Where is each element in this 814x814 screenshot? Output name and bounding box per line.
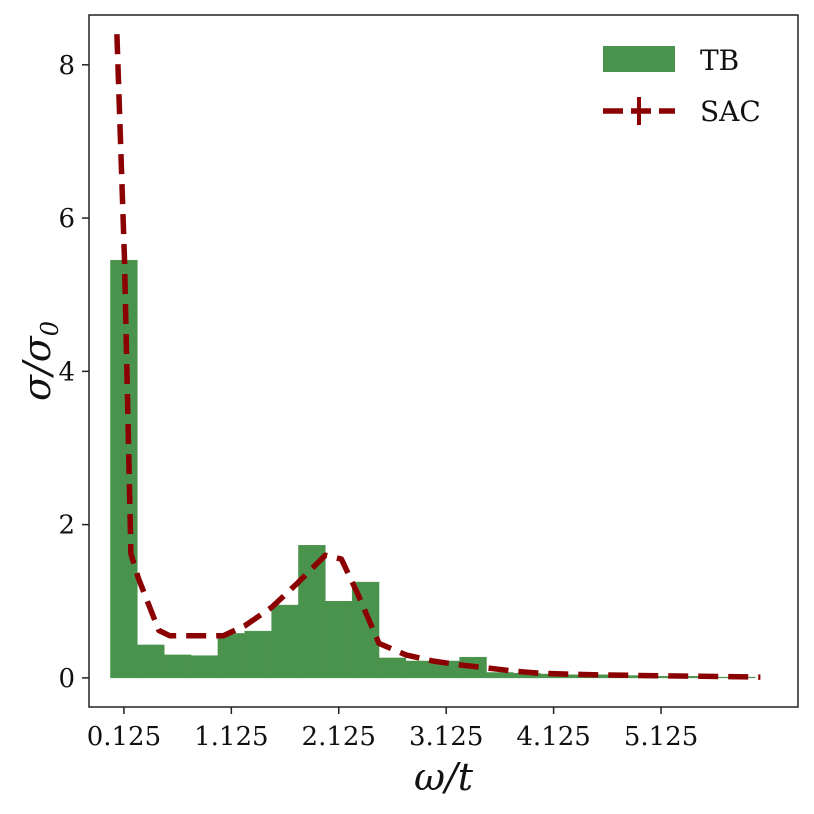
x-tick-label: 4.125: [516, 722, 590, 752]
legend-sac-label: SAC: [700, 95, 761, 128]
y-tick-label: 2: [58, 511, 75, 541]
y-axis-label-main: σ/σ: [15, 335, 59, 401]
tb-bar: [217, 633, 246, 679]
tb-bar: [244, 630, 272, 679]
x-tick-label: 5.125: [624, 722, 698, 752]
tb-bar: [405, 660, 434, 679]
sac-line: [114, 34, 761, 680]
x-tick-label: 1.125: [194, 722, 268, 752]
tb-bars: [110, 259, 756, 679]
tb-bar: [137, 644, 165, 679]
x-axis-ticks: 0.125 1.125 2.125 3.125 4.125 5.125: [87, 707, 698, 752]
x-tick-label: 0.125: [87, 722, 161, 752]
y-tick-label: 6: [58, 204, 75, 234]
x-axis-label: ω/t: [414, 755, 474, 799]
y-axis-ticks: 0 2 4 6 8: [58, 51, 89, 694]
x-tick-label: 3.125: [409, 722, 483, 752]
y-axis-label: σ/σ0: [15, 321, 64, 401]
y-axis-label-subscript: 0: [36, 321, 64, 336]
tb-bar: [163, 654, 192, 679]
sac-line-group: [114, 34, 761, 680]
tb-bar: [325, 600, 353, 679]
tb-bar: [271, 604, 299, 679]
plot-frame: [88, 14, 799, 708]
legend: TB SAC: [603, 44, 761, 128]
legend-tb-swatch: [603, 46, 675, 72]
tb-bar: [190, 655, 219, 679]
x-tick-label: 2.125: [302, 722, 376, 752]
tb-bar: [110, 259, 138, 679]
y-tick-label: 8: [58, 51, 75, 81]
legend-tb-label: TB: [700, 44, 739, 77]
y-tick-label: 4: [58, 357, 75, 387]
y-tick-label: 0: [58, 664, 75, 694]
tb-bar: [378, 657, 407, 679]
tb-bar: [486, 672, 514, 679]
